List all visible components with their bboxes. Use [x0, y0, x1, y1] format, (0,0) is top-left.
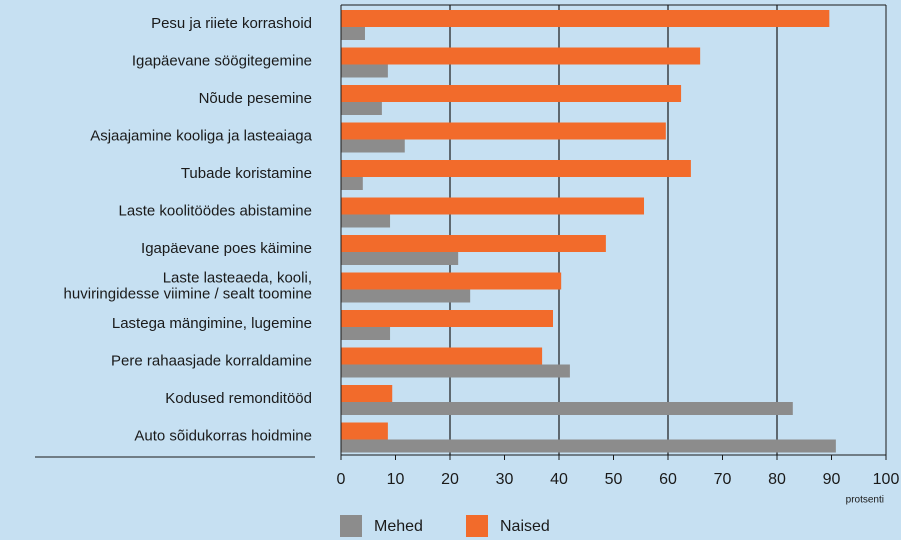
legend-swatch — [466, 515, 488, 537]
x-tick-label: 70 — [714, 471, 732, 488]
legend-label: Mehed — [374, 518, 423, 535]
bar — [341, 439, 836, 453]
bar — [341, 402, 793, 415]
x-tick-label: 50 — [605, 471, 623, 488]
x-tick-label: 100 — [873, 471, 900, 488]
bar — [341, 85, 682, 102]
bar — [341, 177, 363, 190]
bar — [341, 289, 471, 303]
bar — [341, 10, 830, 27]
y-tick-label: Pesu ja riiete korrashoid — [151, 15, 312, 32]
bar — [341, 160, 691, 177]
x-tick-label: 0 — [337, 471, 346, 488]
bar — [341, 235, 606, 252]
x-axis-label: protsenti — [846, 495, 884, 506]
bar — [341, 385, 393, 402]
y-tick-label: Kodused remonditööd — [165, 390, 312, 407]
bar — [341, 197, 645, 215]
legend-label: Naised — [500, 518, 550, 535]
bar — [341, 364, 570, 378]
x-tick-label: 30 — [496, 471, 514, 488]
x-tick-label: 40 — [550, 471, 568, 488]
bar — [341, 214, 391, 228]
y-tick-label: Laste lasteaeda, kooli, huviringidesse vi… — [64, 269, 312, 302]
bar — [341, 347, 543, 365]
y-tick-label: Auto sõidukorras hoidmine — [134, 427, 312, 444]
legend-swatch — [340, 515, 362, 537]
bar — [341, 252, 459, 265]
bar — [341, 139, 405, 153]
bar — [341, 310, 554, 327]
x-tick-label: 20 — [441, 471, 459, 488]
bar — [341, 272, 562, 290]
bar — [341, 122, 666, 140]
y-tick-label: Nõude pesemine — [199, 90, 312, 107]
bar — [341, 327, 391, 340]
bar — [341, 47, 701, 65]
x-tick-label: 90 — [823, 471, 841, 488]
y-tick-label: Asjaajamine kooliga ja lasteaiaga — [90, 127, 312, 144]
y-tick-label: Tubade koristamine — [181, 165, 312, 182]
y-tick-label: Pere rahaasjade korraldamine — [111, 352, 312, 369]
bar — [341, 102, 382, 115]
x-tick-label: 10 — [387, 471, 405, 488]
y-tick-label: Laste koolitöödes abistamine — [119, 202, 312, 219]
y-tick-label: Lastega mängimine, lugemine — [112, 315, 312, 332]
bar — [341, 27, 365, 40]
bar — [341, 64, 388, 78]
y-tick-label: Igapäevane söögitegemine — [132, 52, 312, 69]
bar — [341, 422, 388, 440]
y-tick-label: Igapäevane poes käimine — [141, 240, 312, 257]
x-tick-label: 80 — [768, 471, 786, 488]
x-tick-label: 60 — [659, 471, 677, 488]
